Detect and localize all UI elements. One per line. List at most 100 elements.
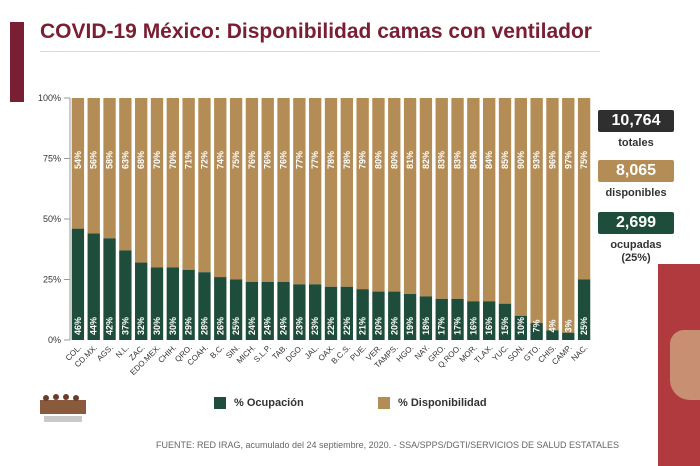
occupation-data-label: 16% [484,317,494,335]
availability-bar [451,98,464,299]
occupation-bar [324,286,338,340]
occupation-bar [562,332,575,340]
x-tick-label: CHIH. [156,343,178,365]
availability-data-label: 78% [342,151,352,169]
occupation-bar [435,298,448,340]
available-beds-label: disponibles [605,187,667,199]
x-tick-label: TLAX. [473,343,495,365]
occupation-bar [277,281,290,340]
occupation-bar [182,269,195,340]
occupied-beds-value: 2,699 [598,212,674,234]
occupation-bar [483,301,496,340]
occupation-data-label: 46% [73,317,83,335]
x-tick-label: S.L.P. [252,343,273,364]
page-title: COVID-19 México: Disponibilidad camas co… [40,20,592,43]
availability-bar [214,98,227,278]
availability-data-label: 72% [199,151,209,169]
government-logo-icon [40,394,86,422]
occupation-data-label: 7% [532,319,542,332]
occupation-bar [166,267,179,340]
title-divider [40,51,600,52]
occupation-data-label: 24% [247,317,257,335]
occupation-data-label: 19% [405,317,415,335]
occupation-data-label: 3% [563,319,573,332]
occupation-bar [135,262,148,340]
occupation-bar [514,315,527,340]
occupation-bar [150,267,164,340]
availability-bar [530,98,543,324]
availability-bar [356,98,369,290]
availability-data-label: 97% [563,151,573,169]
occupied-beds-percent: (25%) [621,252,651,264]
occupation-data-label: 26% [215,317,225,335]
availability-data-label: 75% [579,151,589,169]
availability-data-label: 77% [310,151,320,169]
occupation-data-label: 17% [453,317,463,335]
occupation-data-label: 16% [468,317,478,335]
availability-bar [467,98,480,302]
occupation-bar [340,286,353,340]
x-tick-label: DGO. [284,343,305,364]
availability-data-label: 84% [468,151,478,169]
availability-data-label: 82% [421,151,431,169]
total-beds-label: totales [618,137,654,149]
occupation-bar [356,289,369,340]
occupation-data-label: 42% [105,317,115,335]
occupation-bar [467,301,480,340]
availability-data-label: 79% [358,151,368,169]
availability-data-label: 58% [105,151,115,169]
availability-data-label: 93% [532,151,542,169]
legend-occupation-label: % Ocupación [234,397,304,409]
availability-bar [261,98,274,282]
occupation-bar [530,323,543,340]
occupation-bar [403,294,417,340]
occupation-bar [577,279,591,340]
occupation-data-label: 28% [199,317,209,335]
occupation-data-label: 10% [516,317,526,335]
availability-bar [87,98,100,234]
occupation-bar [198,272,211,340]
occupation-bar [546,330,559,340]
availability-bar [324,98,338,287]
interpreter-figure [670,330,700,400]
brand-accent-bar [10,22,24,102]
availability-bar [435,98,448,299]
x-tick-label: NAC. [570,343,590,363]
occupation-data-label: 4% [547,319,557,332]
occupation-data-label: 20% [373,317,383,335]
legend-availability-swatch [378,397,390,409]
occupation-data-label: 30% [168,317,178,335]
availability-bar [229,98,243,280]
y-tick-label: 50% [43,214,61,224]
availability-data-label: 85% [500,151,510,169]
occupation-bar [309,284,322,340]
occupation-data-label: 25% [579,317,589,335]
availability-bar [514,98,527,316]
occupation-data-label: 20% [389,317,399,335]
occupied-beds-label: ocupadas [610,239,662,251]
occupation-data-label: 21% [358,317,368,335]
occupation-bar [87,233,100,340]
x-tick-label: HGO. [395,343,416,364]
availability-bar [103,98,116,239]
occupation-data-label: 32% [136,317,146,335]
availability-data-label: 74% [215,151,225,169]
available-beds-value: 8,065 [598,160,674,182]
occupation-bar [498,303,512,340]
availability-data-label: 76% [247,151,257,169]
availability-data-label: 78% [326,151,336,169]
availability-data-label: 70% [152,151,162,169]
occupation-data-label: 24% [279,317,289,335]
availability-bar [71,98,85,229]
occupation-data-label: 25% [231,317,241,335]
occupation-bar [119,250,132,340]
availability-bar [245,98,259,282]
occupation-bar [261,281,274,340]
occupation-data-label: 29% [184,317,194,335]
legend-availability-label: % Disponibilidad [398,397,487,409]
legend-occupation-swatch [214,397,226,409]
occupation-bar [372,291,385,340]
occupation-data-label: 22% [326,317,336,335]
